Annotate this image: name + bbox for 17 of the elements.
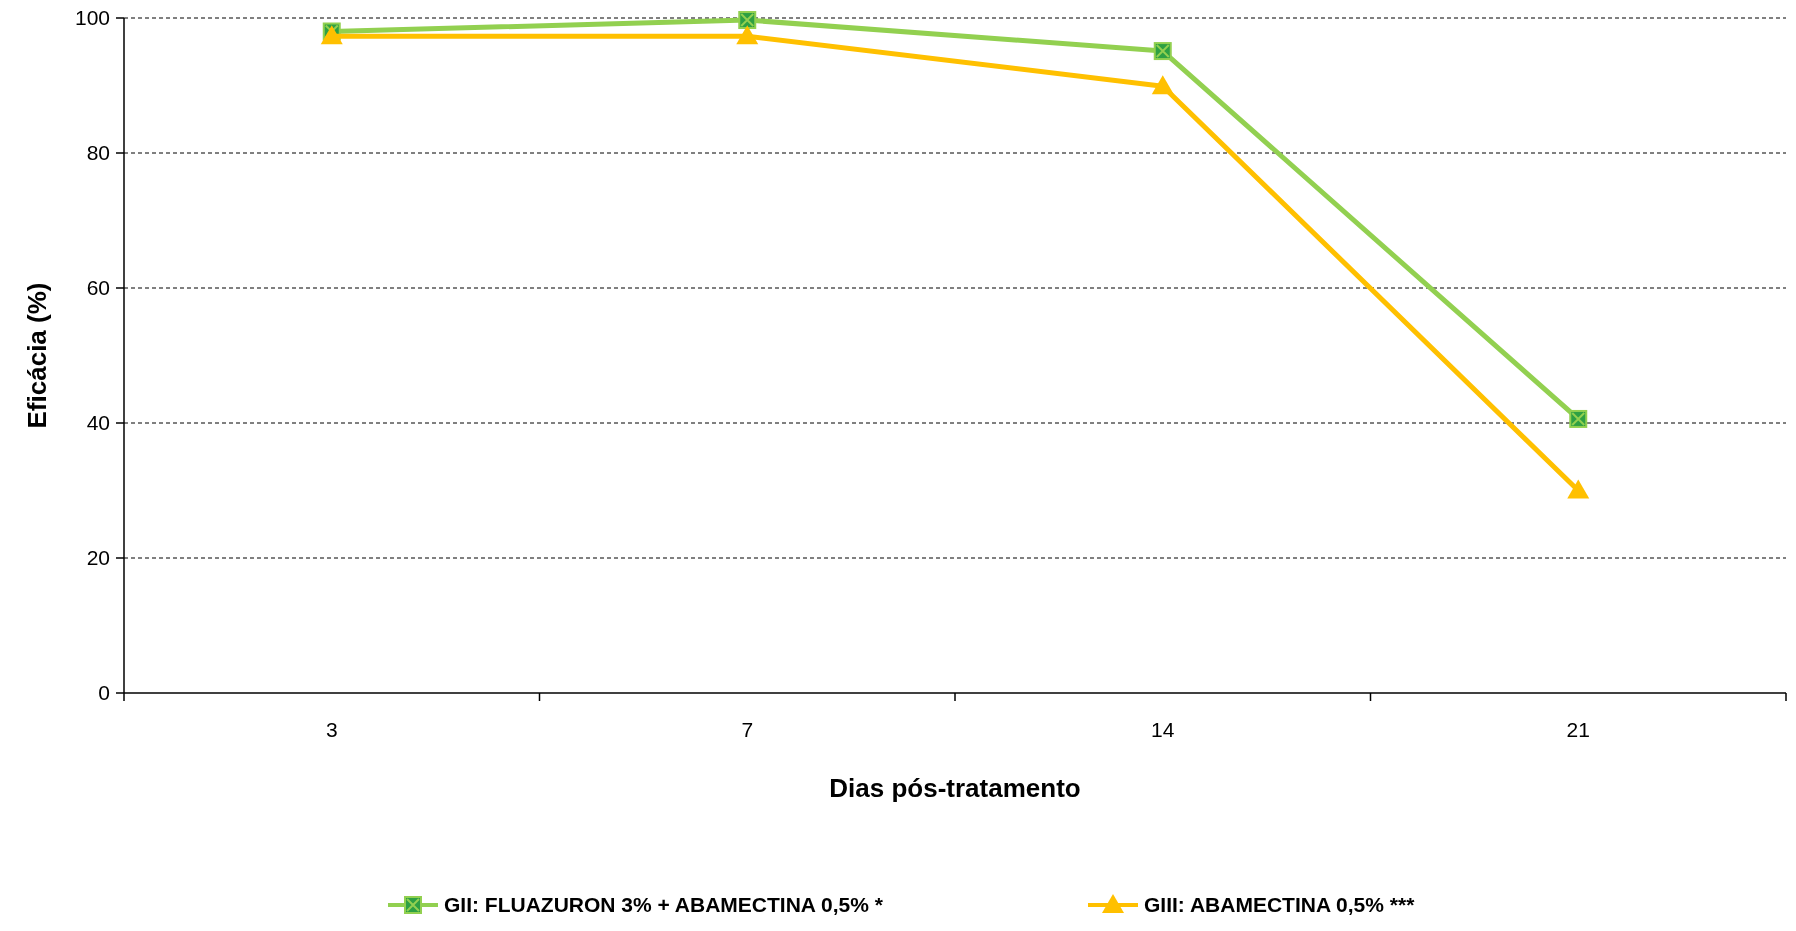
x-tick-label: 14 <box>1151 718 1175 741</box>
x-axis-title: Dias pós-tratamento <box>829 773 1081 803</box>
x-tick-label: 7 <box>741 718 754 741</box>
y-tick-label: 0 <box>98 681 110 705</box>
legend-label: GIII: ABAMECTINA 0,5% *** <box>1144 893 1416 917</box>
point <box>1567 479 1590 499</box>
y-tick-label: 100 <box>74 6 110 30</box>
y-tick-label: 40 <box>86 411 110 435</box>
y-tick-label: 80 <box>86 141 110 165</box>
legend-label: GII: FLUAZURON 3% + ABAMECTINA 0,5% * <box>444 893 884 917</box>
point <box>1151 75 1174 95</box>
y-tick-label: 60 <box>86 276 110 300</box>
y-tick-label: 20 <box>86 546 110 570</box>
point <box>736 25 759 45</box>
y-axis-title: Eficácia (%) <box>22 282 52 429</box>
x-tick-label: 21 <box>1566 718 1590 741</box>
x-tick-label: 3 <box>325 718 338 741</box>
